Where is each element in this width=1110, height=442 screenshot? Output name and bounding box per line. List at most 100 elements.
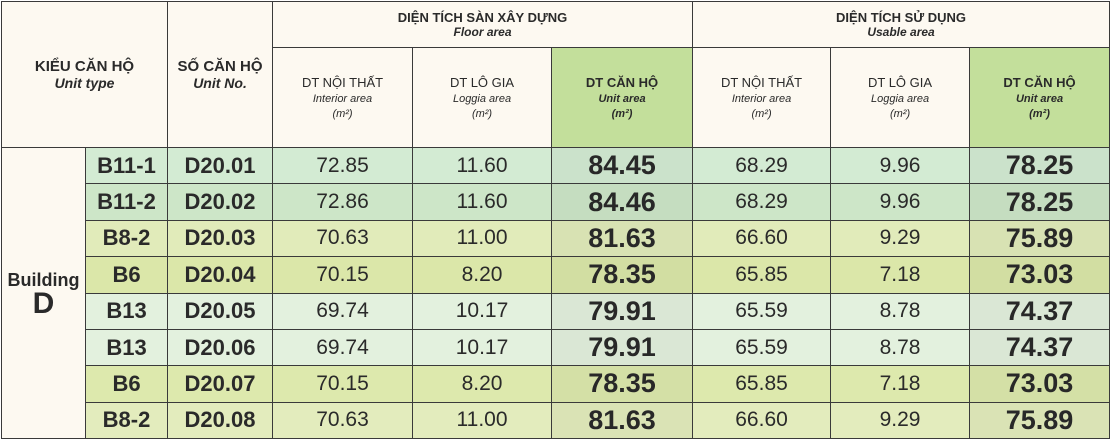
- unit-area: 78.35: [551, 256, 694, 294]
- area-value: 65.85: [692, 365, 832, 403]
- data-row: B6 D20.07 70.15 8.20 78.35 65.85 7.18 73.03: [2, 365, 1110, 403]
- unit-no-header: SỐ CĂN HỘ Unit No.: [167, 1, 274, 148]
- building-name: D: [32, 286, 55, 320]
- header-vi: DT NỘI THẤT: [720, 75, 803, 90]
- area-value: 8.78: [830, 292, 971, 330]
- area-value: 7.18: [830, 256, 971, 294]
- area-value: 66.60: [692, 401, 832, 440]
- header-unit: (m²): [611, 108, 633, 120]
- area-value: 11.00: [412, 401, 553, 440]
- header-en: Interior area: [731, 93, 792, 105]
- area-value: 65.59: [692, 328, 832, 367]
- area-value: 68.29: [692, 146, 832, 185]
- header-unit: (m²): [889, 108, 911, 120]
- unit-area: 78.25: [969, 183, 1110, 221]
- area-value: 70.63: [272, 219, 414, 258]
- data-row: B8-2 D20.03 70.63 11.00 81.63 66.60 9.29 75.89: [2, 219, 1110, 258]
- area-value: 72.86: [272, 183, 414, 221]
- area-value: 11.00: [412, 219, 553, 258]
- unit-no: D20.06: [167, 328, 274, 367]
- unit-type: B8-2: [84, 219, 169, 258]
- area-value: 70.63: [272, 401, 414, 440]
- header-vi: SỐ CĂN HỘ: [177, 58, 263, 75]
- data-row: B6 D20.04 70.15 8.20 78.35 65.85 7.18 73.03: [2, 256, 1110, 294]
- data-row: B11-2 D20.02 72.86 11.60 84.46 68.29 9.96 78.25: [2, 183, 1110, 221]
- header-en: Loggia area: [870, 93, 930, 105]
- header-vi: DT NỘI THẤT: [301, 75, 384, 90]
- header-en: Loggia area: [452, 93, 512, 105]
- area-value: 68.29: [692, 183, 832, 221]
- unit-no: D20.07: [167, 365, 274, 403]
- data-row: Building D B11-1 D20.01 72.85 11.60 84.45 68.29…: [1, 146, 1110, 439]
- unit-type: B13: [84, 328, 169, 367]
- header-vi: DIỆN TÍCH SỬ DỤNG: [836, 10, 967, 25]
- unit-area: 78.35: [551, 365, 694, 403]
- building-label: Building: [7, 269, 80, 290]
- header-vi: DT LÔ GIA: [449, 75, 515, 90]
- unit-no: D20.05: [167, 292, 274, 330]
- header-en: Unit area: [598, 93, 646, 105]
- building-cell: Building D: [1, 147, 86, 439]
- table-body: Building D B11-1 D20.01 72.85 11.60 84.45 68.29…: [1, 146, 1110, 440]
- header-unit: (m²): [1029, 108, 1050, 120]
- area-value: 65.85: [692, 256, 832, 294]
- header-row: DT NỘI THẤT Interior area (m²) DT LÔ GIA Log…: [2, 47, 1110, 148]
- area-value: 69.74: [272, 328, 414, 367]
- unit-area: 78.25: [969, 146, 1110, 185]
- unit-no: D20.01: [167, 146, 274, 185]
- unit-area: 74.37: [969, 292, 1110, 330]
- area-value: 9.96: [830, 183, 971, 221]
- header-vi: DIỆN TÍCH SÀN XÂY DỰNG: [397, 10, 568, 25]
- unit-area: 79.91: [551, 328, 694, 367]
- header-row: KIỂU CĂN HỘ Unit type SỐ CĂN HỘ Unit No. D…: [0, 1, 1110, 148]
- header-unit: (m²): [332, 108, 353, 120]
- data-row: B8-2 D20.08 70.63 11.00 81.63 66.60 9.29 75.89: [2, 401, 1110, 440]
- unit-no: D20.03: [167, 219, 274, 258]
- data-row: B13 D20.05 69.74 10.17 79.91 65.59 8.78 74.37: [2, 292, 1110, 330]
- unit-type: B11-2: [84, 183, 169, 221]
- unit-no: D20.08: [167, 401, 274, 440]
- data-row: B13 D20.06 69.74 10.17 79.91 65.59 8.78 74.37: [2, 328, 1110, 367]
- area-value: 9.29: [830, 219, 971, 258]
- unit-type: B13: [84, 292, 169, 330]
- unit-type-header: KIỂU CĂN HỘ Unit type: [0, 1, 169, 148]
- area-value: 8.78: [830, 328, 971, 367]
- column-header: DT NỘI THẤT Interior area (m²): [272, 47, 414, 148]
- area-value: 9.96: [830, 146, 971, 185]
- unit-area: 75.89: [969, 219, 1110, 258]
- header-unit: (m²): [751, 108, 772, 120]
- unit-area: 74.37: [969, 328, 1110, 367]
- header-en: Unit area: [1015, 93, 1064, 105]
- area-value: 9.29: [830, 401, 971, 440]
- unit-area: 79.91: [551, 292, 694, 330]
- area-value: 10.17: [412, 328, 553, 367]
- area-value: 11.60: [412, 183, 553, 221]
- header-vi: DT CĂN HỘ: [585, 75, 659, 90]
- unit-type: B11-1: [84, 146, 169, 185]
- area-value: 66.60: [692, 219, 832, 258]
- unit-area: 84.45: [551, 146, 694, 185]
- unit-area: 81.63: [551, 219, 694, 258]
- column-header: DT LÔ GIA Loggia area (m²): [412, 47, 553, 148]
- area-value: 70.15: [272, 365, 414, 403]
- area-value: 65.59: [692, 292, 832, 330]
- unit-no: D20.02: [167, 183, 274, 221]
- header-en: Unit No.: [193, 75, 247, 91]
- area-value: 69.74: [272, 292, 414, 330]
- header-en: Floor area: [453, 25, 512, 39]
- unit-type: B6: [84, 365, 169, 403]
- header-vi: KIỂU CĂN HỘ: [34, 58, 135, 75]
- area-value: 7.18: [830, 365, 971, 403]
- unit-type: B6: [84, 256, 169, 294]
- column-header: DT CĂN HỘ Unit area (m²): [969, 47, 1110, 148]
- unit-area: 84.46: [551, 183, 694, 221]
- header-vi: DT CĂN HỘ: [1003, 75, 1076, 90]
- header-en: Unit type: [54, 75, 115, 91]
- unit-area: 75.89: [969, 401, 1110, 440]
- header-unit: (m²): [471, 108, 493, 120]
- area-value: 10.17: [412, 292, 553, 330]
- area-value: 11.60: [412, 146, 553, 185]
- column-header: DT NỘI THẤT Interior area (m²): [692, 47, 832, 148]
